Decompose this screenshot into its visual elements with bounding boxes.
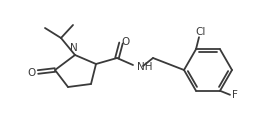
- Text: F: F: [232, 90, 238, 100]
- Text: NH: NH: [137, 62, 153, 72]
- Text: O: O: [28, 68, 36, 78]
- Text: Cl: Cl: [196, 27, 206, 37]
- Text: O: O: [122, 37, 130, 47]
- Text: N: N: [70, 43, 78, 53]
